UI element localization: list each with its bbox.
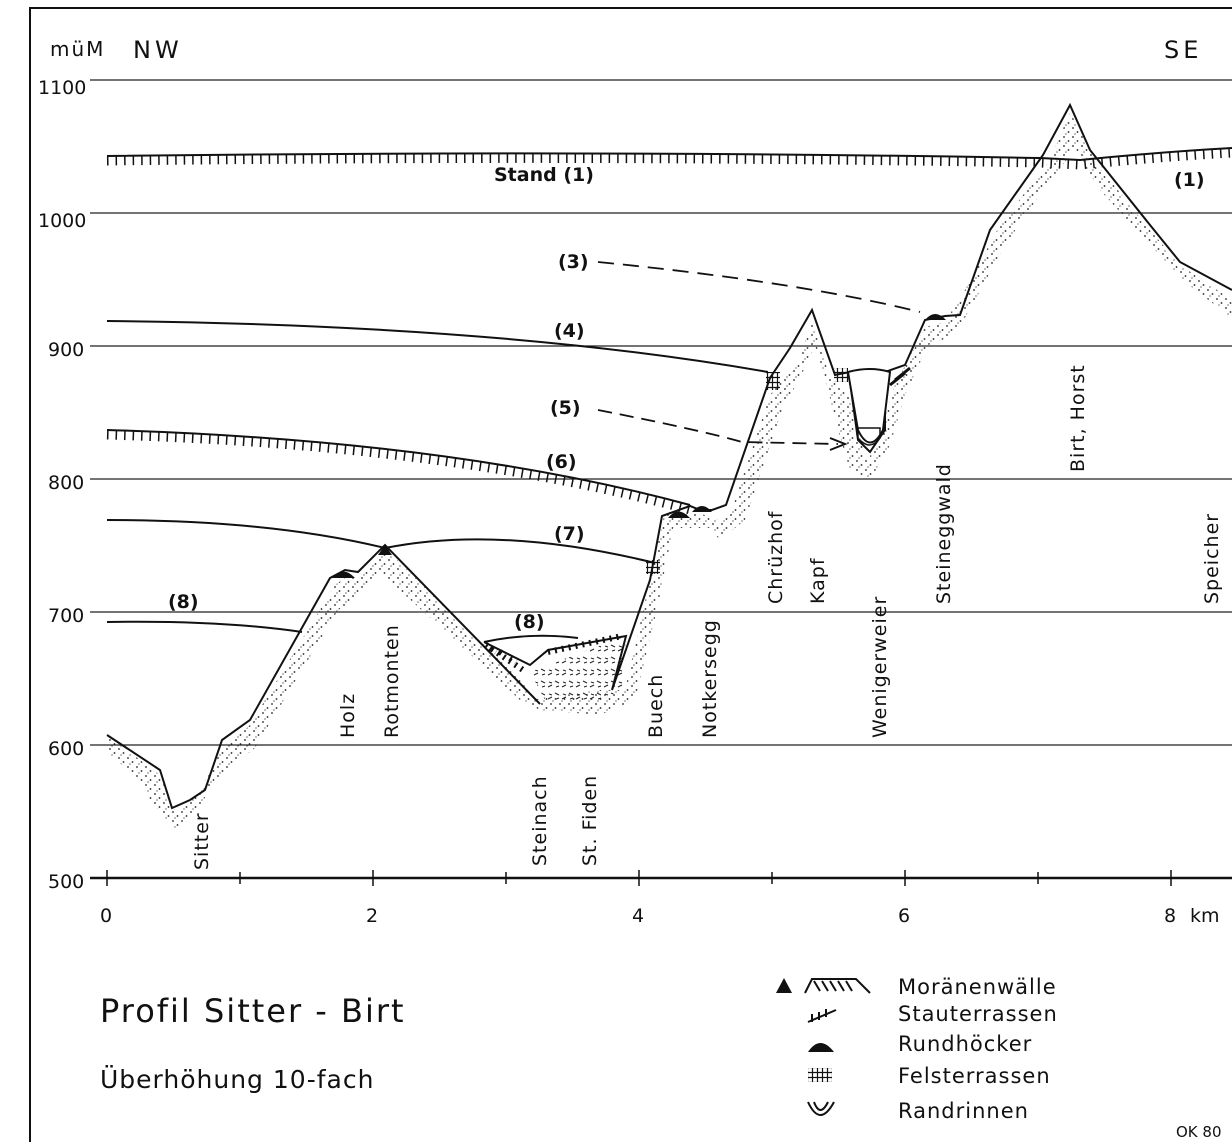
- felsterrasse-buech: [646, 560, 660, 574]
- moraine-hatch: [484, 633, 623, 675]
- y-axis-unit: müM: [50, 37, 105, 61]
- x-axis-ticks: [106, 870, 1172, 886]
- randrinne-trough: [846, 368, 892, 444]
- place-label-rotmonten: Rotmonten: [381, 624, 403, 738]
- level-3-line: [597, 261, 921, 313]
- direction-right-label: SE: [1164, 36, 1202, 64]
- moraine-peak-rotmonten: [378, 545, 392, 555]
- y-tick-label: 900: [48, 339, 84, 361]
- level-label-stand: Stand (1): [494, 164, 594, 186]
- level-label-8: (8): [168, 591, 199, 613]
- y-tick-label: 1000: [38, 210, 86, 232]
- x-tick-label: 4: [632, 905, 644, 927]
- level-label-6: (6): [546, 451, 577, 473]
- legend-label-moraines: Moränenwälle: [898, 975, 1057, 999]
- place-label-stfiden: St. Fiden: [579, 775, 601, 866]
- terrain-stipple: [107, 112, 1232, 830]
- level-7-line-right: [384, 538, 656, 564]
- diagram-subtitle: Überhöhung 10-fach: [100, 1065, 374, 1094]
- x-axis-unit: km: [1190, 905, 1220, 927]
- x-tick-label: 6: [898, 905, 910, 927]
- place-label-steineggwald: Steineggwald: [933, 463, 955, 604]
- direction-left-label: NW: [133, 36, 183, 64]
- level-4-line: [106, 320, 769, 373]
- legend-label-felsterrassen: Felsterrassen: [898, 1064, 1051, 1088]
- y-tick-label: 700: [48, 605, 84, 627]
- stauterrasse-hatch: [889, 366, 911, 387]
- place-label-steinach: Steinach: [529, 775, 551, 866]
- place-label-buech: Buech: [645, 674, 667, 738]
- level-7-line-left: [106, 519, 386, 549]
- legend-moraine-icon: [776, 978, 871, 994]
- felsterrasse-chruzhof: [766, 372, 780, 390]
- place-label-wenigerweier: Wenigerweier: [869, 596, 891, 738]
- x-tick-label: 2: [366, 905, 378, 927]
- diagram-title: Profil Sitter - Birt: [100, 992, 406, 1030]
- valley-fill-steinach: [530, 636, 626, 700]
- y-tick-label: 800: [48, 472, 84, 494]
- level-label-7: (7): [554, 523, 585, 545]
- place-label-chruzhof: Chrüzhof: [765, 510, 787, 604]
- level-8-valley-line: [483, 634, 579, 643]
- level-label-1-right: (1): [1174, 169, 1205, 191]
- legend-label-randrinnen: Randrinnen: [898, 1099, 1029, 1123]
- y-tick-label: 600: [48, 738, 84, 760]
- legend-stauterrassen-icon: [807, 1009, 837, 1023]
- place-label-holz: Holz: [337, 693, 359, 738]
- legend-label-stauterrassen: Stauterrassen: [898, 1002, 1058, 1026]
- rundhoecker-steineggwald: [925, 314, 946, 320]
- level-label-5: (5): [550, 397, 581, 419]
- legend-randrinnen-icon: [807, 1101, 835, 1116]
- y-tick-label: 1100: [38, 77, 86, 99]
- credit-label: OK 80: [1176, 1123, 1222, 1141]
- level-1-line: [106, 147, 1232, 170]
- level-label-8-valley: (8): [514, 611, 545, 633]
- place-label-sitter: Sitter: [191, 812, 213, 870]
- x-tick-label: 8: [1164, 905, 1176, 927]
- level-8-line: [106, 620, 303, 633]
- rundhoecker-notkersegg: [668, 511, 690, 518]
- level-label-3: (3): [558, 251, 589, 273]
- diagram-frame: [29, 7, 1232, 1142]
- legend-label-rundhoecker: Rundhöcker: [898, 1032, 1032, 1056]
- place-label-notkersegg: Notkersegg: [699, 619, 721, 738]
- place-label-birt: Birt, Horst: [1067, 364, 1089, 472]
- legend: Moränenwälle Stauterrassen Rundhöcker Fe…: [776, 975, 1058, 1123]
- level-6-line: [106, 429, 692, 515]
- level-5-line: [597, 409, 839, 445]
- rundhoecker-notkersegg-2: [692, 506, 712, 512]
- x-tick-label: 0: [100, 905, 112, 927]
- rundhoecker-holz: [332, 571, 355, 578]
- legend-rundhoecker-icon: [808, 1043, 834, 1052]
- grid-lines: [90, 79, 1232, 746]
- randrinne-inner: [857, 427, 881, 446]
- place-label-kapf: Kapf: [807, 557, 829, 604]
- level-label-4: (4): [554, 320, 585, 342]
- felsterrasse-kapf: [834, 368, 848, 382]
- y-tick-label: 500: [48, 871, 84, 893]
- place-label-speicher: Speicher: [1201, 513, 1223, 604]
- legend-felsterrassen-icon: [808, 1068, 832, 1082]
